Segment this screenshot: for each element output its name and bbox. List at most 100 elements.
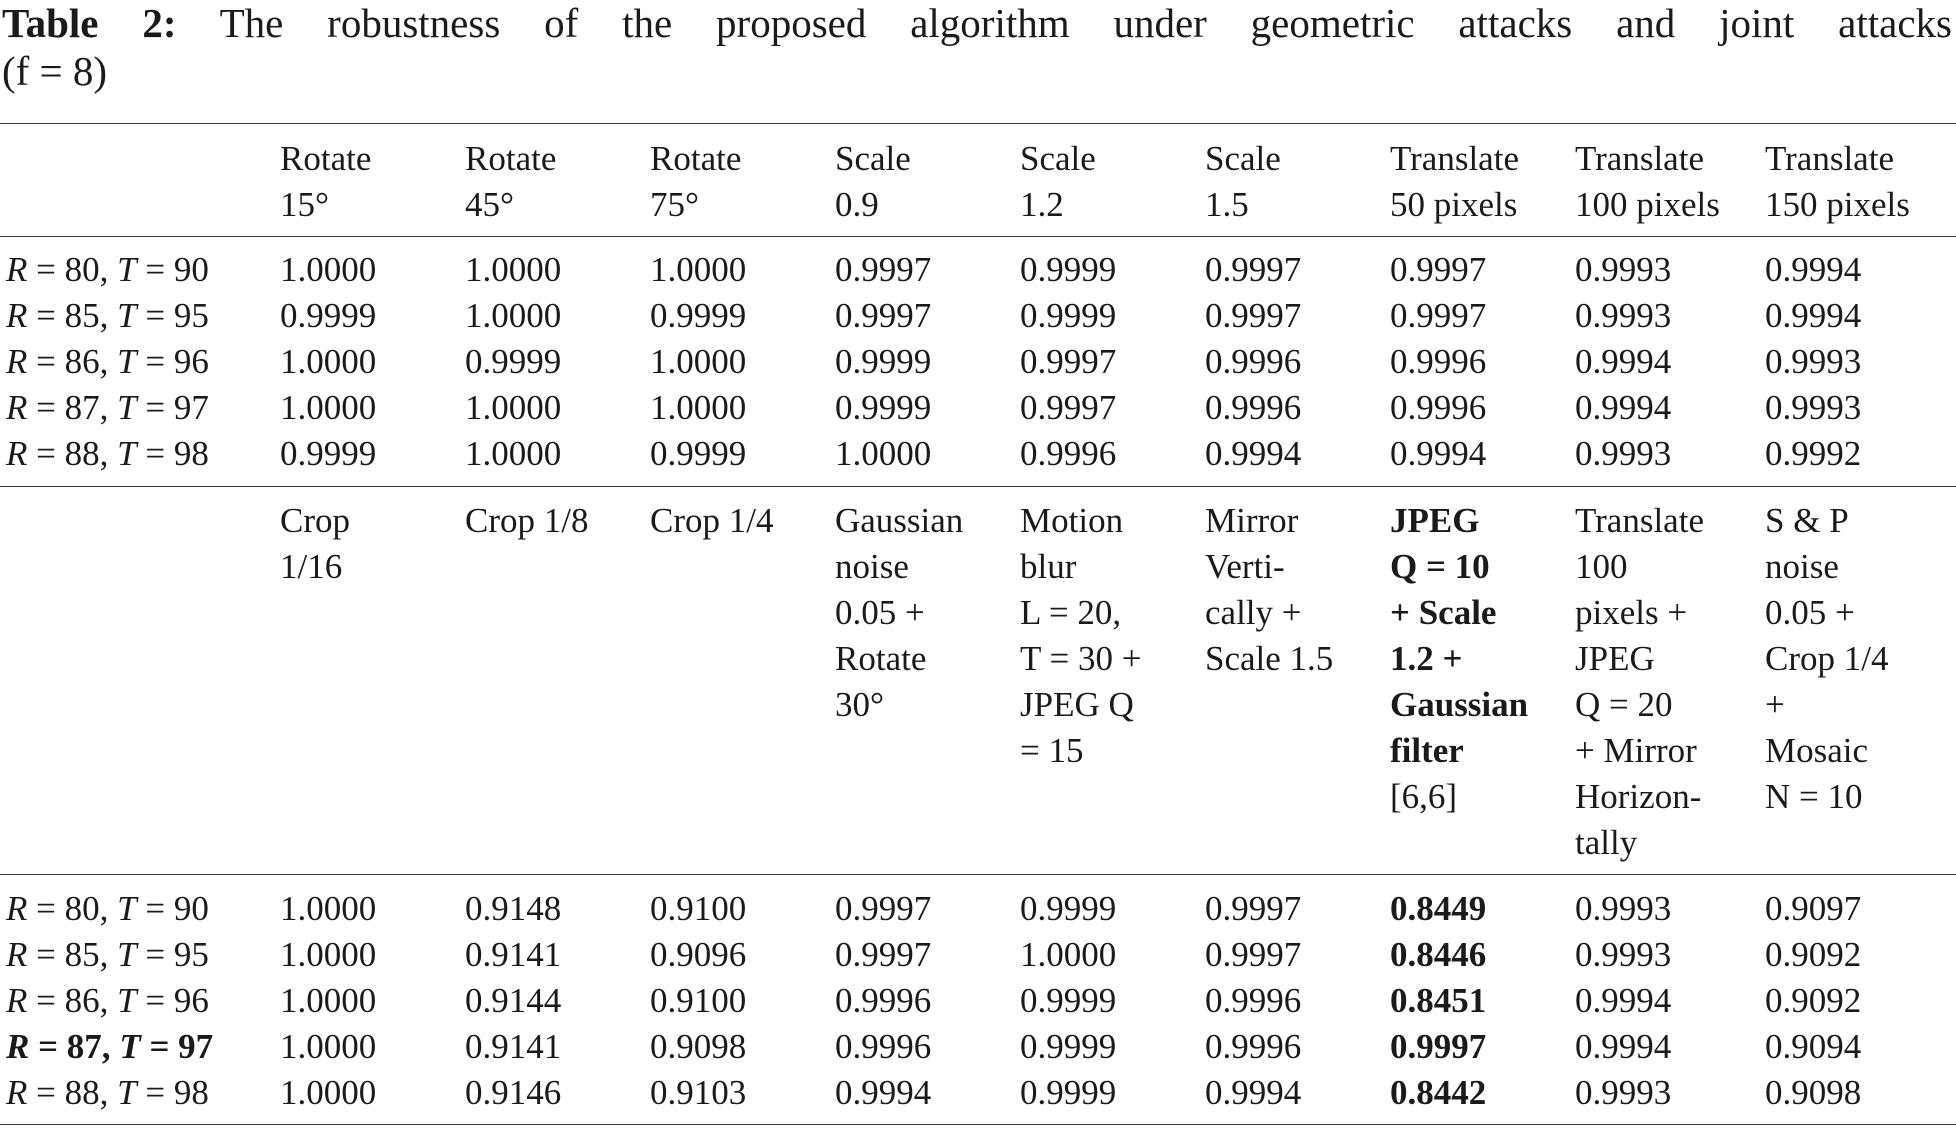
table-cell: 0.9096 <box>650 935 747 974</box>
table-cell: 1.0000 <box>465 296 562 335</box>
table-cell: 1.0000 <box>280 1027 377 1066</box>
table2-header-col-6: Mirror Verti- cally + Scale 1.5 <box>1205 501 1334 678</box>
row-label: R = 88, T = 98 <box>6 434 209 473</box>
table-cell: 0.9997 <box>1205 250 1302 289</box>
table-cell: 0.9092 <box>1765 935 1862 974</box>
row-label: R = 86, T = 96 <box>6 342 209 381</box>
table-cell: 0.9993 <box>1575 434 1672 473</box>
table-cell: 0.9098 <box>650 1027 747 1066</box>
table2-header-col-2: Crop 1/8 <box>465 501 589 540</box>
table1-header-col-3: Rotate 75° <box>650 139 742 224</box>
table-cell: 0.9994 <box>1575 342 1672 381</box>
table-cell: 0.9993 <box>1575 1073 1672 1112</box>
caption-continuation: (f = 8) <box>2 48 108 94</box>
table-row: R = 87, T = 97 1.0000 1.0000 1.0000 0.9999 0.… <box>0 385 1956 431</box>
table-cell: 0.9100 <box>650 981 747 1020</box>
table2-header: Crop 1/16 Crop 1/8 Crop 1/4 Gaussian noise … <box>0 498 1956 866</box>
table1-header-col-2: Rotate 45° <box>465 139 557 224</box>
table-cell: 0.9994 <box>835 1073 932 1112</box>
table-cell: 0.9996 <box>835 981 932 1020</box>
table1-header-col-4: Scale 0.9 <box>835 139 911 224</box>
table-cell: 0.9997 <box>1205 935 1302 974</box>
table-cell: 0.9996 <box>835 1027 932 1066</box>
table-cell: 0.9999 <box>1020 981 1117 1020</box>
table-row: R = 88, T = 98 0.9999 1.0000 0.9999 1.0000 0.… <box>0 431 1956 477</box>
table-cell: 0.9994 <box>1205 434 1302 473</box>
table-cell: 1.0000 <box>280 1073 377 1112</box>
table-cell: 0.9997 <box>1020 388 1117 427</box>
table-cell: 0.9103 <box>650 1073 747 1112</box>
table2-header-rule <box>0 874 1956 875</box>
table-cell: 0.9999 <box>1020 889 1117 928</box>
table-cell: 1.0000 <box>280 889 377 928</box>
table-row: R = 85, T = 95 0.9999 1.0000 0.9999 0.9997 0.… <box>0 293 1956 339</box>
table-cell: 0.9999 <box>280 296 377 335</box>
table-cell: 0.9999 <box>835 388 932 427</box>
table-cell: 0.9993 <box>1575 935 1672 974</box>
caption-label: Table 2: <box>2 0 177 46</box>
row-label: R = 80, T = 90 <box>6 889 209 928</box>
table-cell: 0.9148 <box>465 889 562 928</box>
table2-header-col-5: Motion blur L = 20, T = 30 + JPEG Q = 15 <box>1020 501 1142 770</box>
table-cell: 0.9999 <box>1020 1073 1117 1112</box>
table-separator-rule <box>0 486 1956 487</box>
table-cell: 0.9994 <box>1390 434 1487 473</box>
row-label: R = 88, T = 98 <box>6 1073 209 1112</box>
row-label: R = 80, T = 90 <box>6 250 209 289</box>
table-cell: 0.9999 <box>835 342 932 381</box>
table-cell: 0.9996 <box>1020 434 1117 473</box>
table-cell: 0.9997 <box>1205 296 1302 335</box>
table-row: R = 88, T = 98 1.0000 0.9146 0.9103 0.9994 0.… <box>0 1070 1956 1116</box>
table-row: R = 86, T = 96 1.0000 0.9999 1.0000 0.9999 0.… <box>0 339 1956 385</box>
table-cell: 0.9993 <box>1575 296 1672 335</box>
table2-header-col-3: Crop 1/4 <box>650 501 774 540</box>
table-cell: 0.9098 <box>1765 1073 1862 1112</box>
table-cell: 0.9993 <box>1765 342 1862 381</box>
table-caption: Table 2: The robustness of the proposed … <box>2 0 1952 47</box>
table-cell: 0.9994 <box>1575 1027 1672 1066</box>
table-row: R = 87, T = 97 1.0000 0.9141 0.9098 0.9996 0.… <box>0 1024 1956 1070</box>
table-cell: 0.9997 <box>1390 250 1487 289</box>
table-cell: 0.9999 <box>280 434 377 473</box>
table-cell: 0.9097 <box>1765 889 1862 928</box>
table-cell: 0.9141 <box>465 935 562 974</box>
table-cell: 1.0000 <box>280 935 377 974</box>
top-rule <box>0 123 1956 124</box>
table-cell: 1.0000 <box>650 342 747 381</box>
table1-header-rule <box>0 236 1956 237</box>
table-cell: 0.9994 <box>1575 981 1672 1020</box>
table1-header-col-7: Translate 50 pixels <box>1390 139 1519 224</box>
row-label: R = 86, T = 96 <box>6 981 209 1020</box>
table-row: R = 80, T = 90 1.0000 1.0000 1.0000 0.9997 0.… <box>0 247 1956 293</box>
table2-header-col-4: Gaussian noise 0.05 + Rotate 30° <box>835 501 964 724</box>
table-cell: 0.9999 <box>465 342 562 381</box>
table-cell: 0.9997 <box>1205 889 1302 928</box>
table-cell: 0.9994 <box>1765 250 1862 289</box>
table-cell: 0.9996 <box>1205 981 1302 1020</box>
table-cell: 0.8451 <box>1390 981 1487 1020</box>
table-cell: 0.9100 <box>650 889 747 928</box>
table-cell: 1.0000 <box>650 250 747 289</box>
table-row: R = 85, T = 95 1.0000 0.9141 0.9096 0.9997 1.… <box>0 932 1956 978</box>
table1-header-col-9: Translate 150 pixels <box>1765 139 1910 224</box>
table-cell: 1.0000 <box>1020 935 1117 974</box>
table-cell: 0.9999 <box>1020 1027 1117 1066</box>
table1-header-col-1: Rotate 15° <box>280 139 372 224</box>
table-cell: 1.0000 <box>650 388 747 427</box>
table-cell: 0.9993 <box>1765 388 1862 427</box>
bottom-rule <box>0 1124 1956 1125</box>
table-cell: 1.0000 <box>280 388 377 427</box>
table-cell: 0.9999 <box>650 296 747 335</box>
table-cell: 0.9146 <box>465 1073 562 1112</box>
table1-header: Rotate 15° Rotate 45° Rotate 75° Scale 0.9 S… <box>0 136 1956 228</box>
table1-header-col-5: Scale 1.2 <box>1020 139 1096 224</box>
table-cell: 0.8442 <box>1390 1073 1487 1112</box>
table-cell: 1.0000 <box>835 434 932 473</box>
table-cell: 0.9994 <box>1765 296 1862 335</box>
table-cell: 0.9996 <box>1205 1027 1302 1066</box>
table-cell: 0.8446 <box>1390 935 1487 974</box>
table-row: R = 80, T = 90 1.0000 0.9148 0.9100 0.9997 0.… <box>0 886 1956 932</box>
table-row: R = 86, T = 96 1.0000 0.9144 0.9100 0.9996 0.… <box>0 978 1956 1024</box>
table-cell: 0.9994 <box>1575 388 1672 427</box>
table-cell: 0.9996 <box>1390 388 1487 427</box>
